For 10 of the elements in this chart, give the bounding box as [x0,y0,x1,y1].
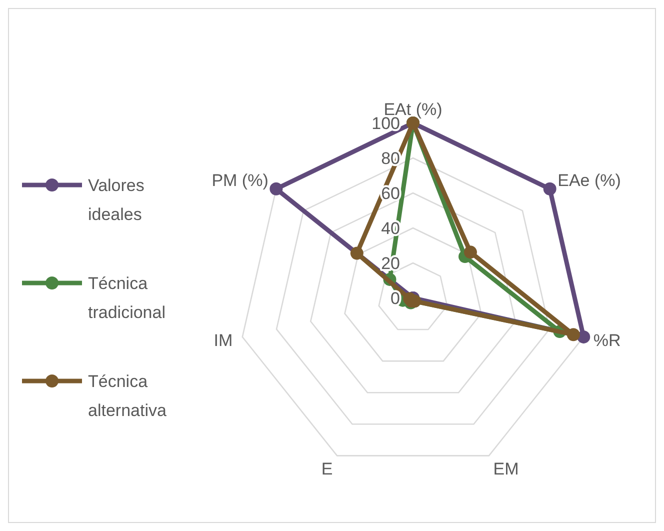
spoke-label: IM [214,331,233,350]
legend-label: Valores ideales [88,176,144,224]
spoke-label: %R [593,331,621,350]
spoke-label: EAe (%) [558,171,621,190]
spoke-label: EM [493,459,519,478]
y-tick-label: 100 [372,114,400,133]
legend-label: Técnica alternativa [88,372,167,420]
legend-label: Técnica tradicional [88,274,166,322]
spoke-label: E [321,459,333,478]
spoke-label: PM (%) [212,171,268,190]
